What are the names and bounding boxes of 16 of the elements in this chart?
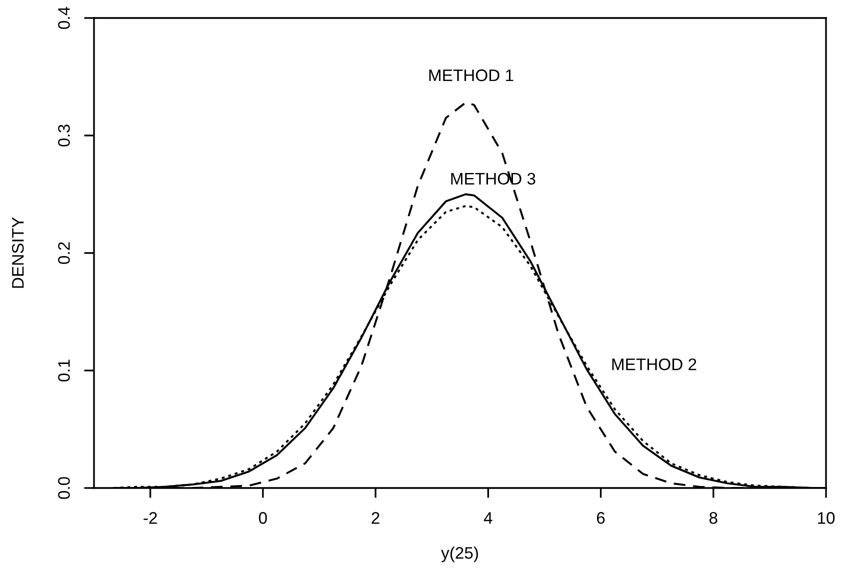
x-axis-title: y(25): [441, 546, 478, 562]
x-tick-label: -2: [144, 512, 157, 524]
series-label: METHOD 1: [429, 69, 514, 82]
x-tick-label: 6: [596, 512, 605, 524]
x-tick-label: 10: [818, 512, 835, 524]
x-tick-label: 0: [258, 512, 267, 524]
x-tick-label: 4: [484, 512, 492, 524]
x-tick-label: 2: [372, 512, 380, 524]
series-label: METHOD 2: [612, 358, 696, 370]
y-tick-label: 0.4: [58, 6, 70, 29]
y-tick-label: 0.3: [58, 124, 70, 146]
y-tick-label: 0.0: [58, 477, 70, 499]
y-tick-label: 0.2: [58, 242, 70, 264]
y-tick-label: 0.1: [58, 360, 70, 382]
y-axis-title: DENSITY: [12, 217, 24, 288]
x-tick-label: 8: [709, 512, 718, 524]
